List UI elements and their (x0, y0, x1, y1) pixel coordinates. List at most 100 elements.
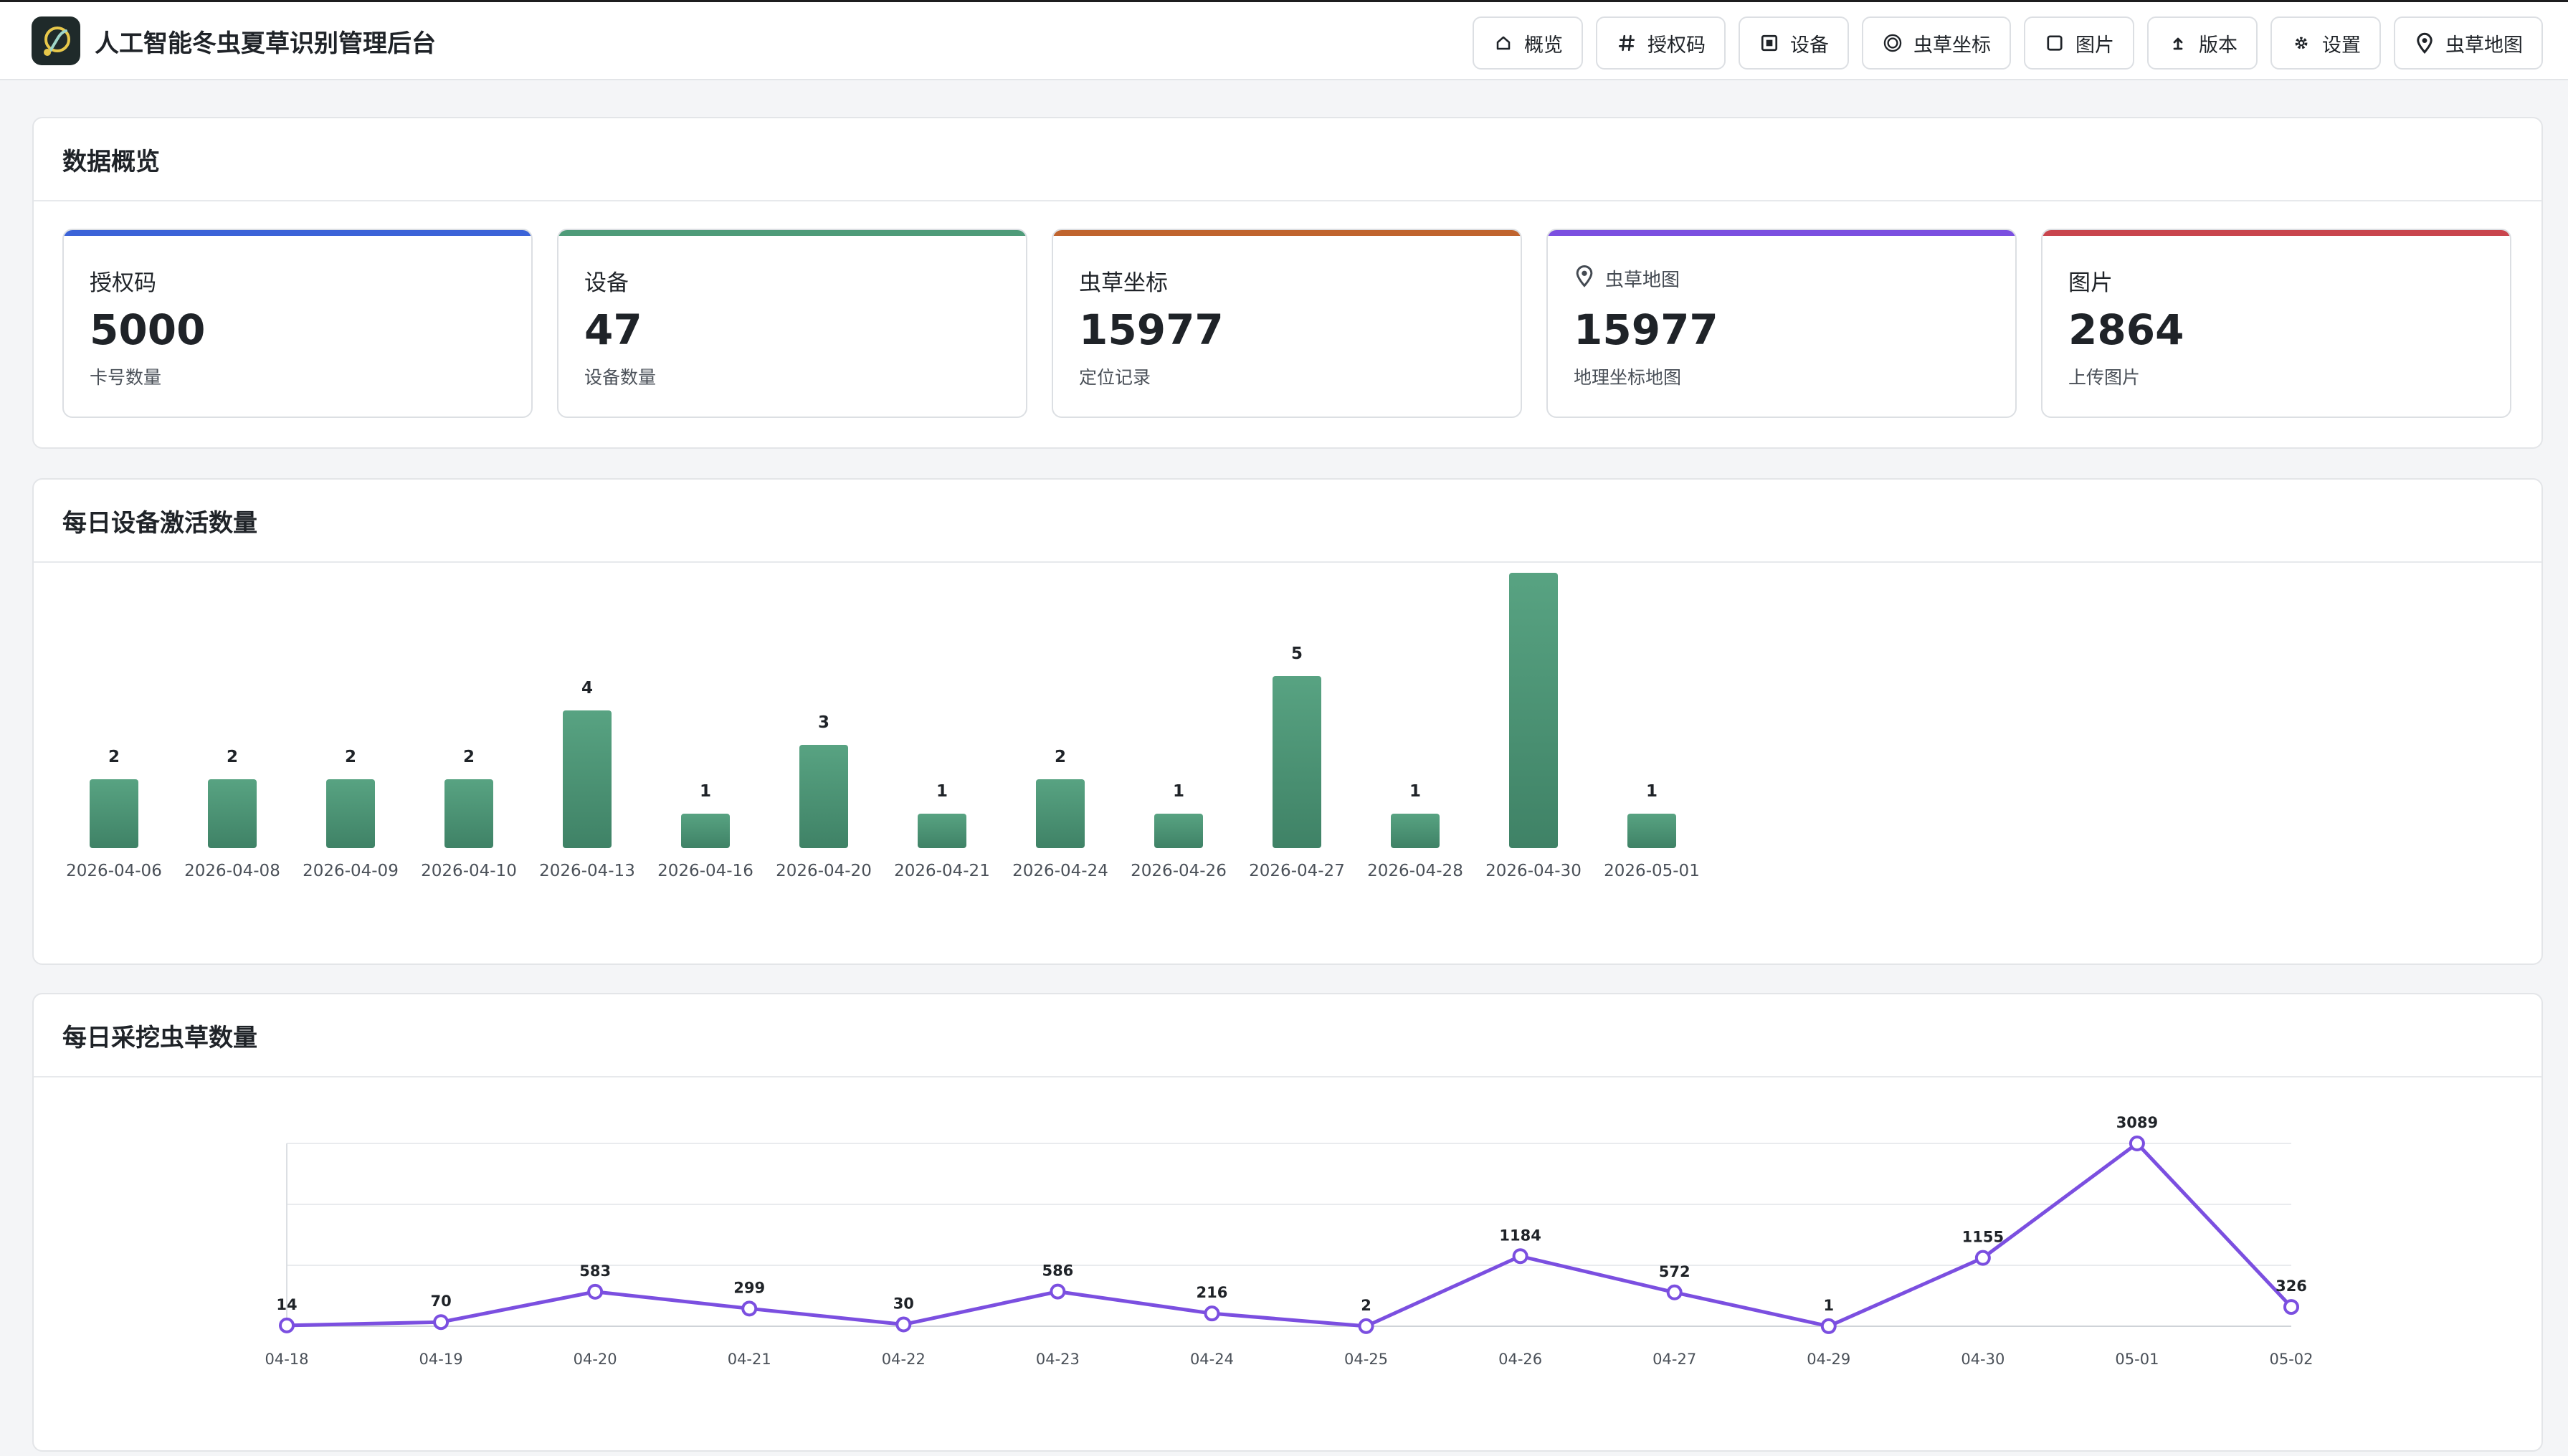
card-accent-bar (1548, 230, 2015, 236)
bar[interactable] (444, 779, 493, 848)
point-value-label: 30 (893, 1295, 914, 1313)
nav-images-label: 图片 (2075, 34, 2114, 57)
bar-value-label: 3 (818, 713, 829, 732)
bar[interactable] (1154, 814, 1203, 848)
point-value-label: 1 (1823, 1297, 1834, 1314)
x-tick-label: 2026-04-08 (184, 862, 280, 880)
x-tick-label: 04-24 (1190, 1351, 1234, 1368)
data-point[interactable] (2129, 1136, 2145, 1151)
bar[interactable] (1036, 779, 1085, 848)
nav-license-button[interactable]: 授权码 (1596, 16, 1726, 70)
bar[interactable] (918, 814, 966, 848)
data-point[interactable] (1974, 1250, 1991, 1266)
stat-card-images[interactable]: 图片 2864 上传图片 (2041, 229, 2511, 418)
data-point[interactable] (279, 1317, 295, 1333)
x-tick-label: 04-19 (419, 1351, 463, 1368)
overview-panel: 数据概览 授权码 5000 卡号数量 设备 47 设备数量 虫草坐标 15977… (32, 117, 2543, 449)
stat-card-device[interactable]: 设备 47 设备数量 (557, 229, 1027, 418)
nav-coordinates-label: 虫草坐标 (1913, 34, 1991, 57)
nav-overview-button[interactable]: 概览 (1473, 16, 1583, 70)
card-label: 设备 (584, 270, 629, 296)
x-tick-label: 2026-05-01 (1604, 862, 1700, 880)
gear-icon (2291, 32, 2312, 54)
bar[interactable] (799, 745, 848, 848)
data-point[interactable] (1666, 1284, 1683, 1300)
bar-value-label: 1 (1173, 782, 1184, 801)
stat-card-license[interactable]: 授权码 5000 卡号数量 (62, 229, 533, 418)
x-tick-label: 2026-04-06 (66, 862, 162, 880)
x-tick-label: 2026-04-24 (1012, 862, 1108, 880)
x-tick-label: 04-23 (1036, 1351, 1080, 1368)
bar-value-label: 1 (700, 782, 711, 801)
data-point[interactable] (1358, 1318, 1374, 1334)
bar[interactable] (563, 710, 612, 848)
x-tick-label: 2026-04-30 (1485, 862, 1582, 880)
map-pin-icon (2414, 32, 2435, 54)
nav-coordinates-button[interactable]: 虫草坐标 (1862, 16, 2011, 70)
bar[interactable] (1391, 814, 1440, 848)
card-label: 虫草坐标 (1079, 270, 1168, 296)
data-point[interactable] (1820, 1318, 1837, 1334)
x-tick-label: 04-20 (574, 1351, 617, 1368)
nav-images-button[interactable]: 图片 (2024, 16, 2134, 70)
card-sub: 定位记录 (1079, 367, 1151, 388)
data-point[interactable] (587, 1283, 604, 1300)
data-point[interactable] (433, 1314, 450, 1331)
data-point[interactable] (1204, 1305, 1220, 1322)
data-point[interactable] (741, 1300, 758, 1317)
bar[interactable] (90, 779, 138, 848)
nav-settings-label: 设置 (2322, 34, 2361, 57)
card-sub: 上传图片 (2068, 367, 2141, 388)
point-value-label: 3089 (2116, 1114, 2158, 1131)
point-value-label: 583 (579, 1262, 611, 1280)
data-point[interactable] (1050, 1283, 1066, 1300)
stat-card-coordinates[interactable]: 虫草坐标 15977 定位记录 (1052, 229, 1522, 418)
x-tick-label: 04-26 (1498, 1351, 1542, 1368)
x-tick-label: 04-18 (265, 1351, 308, 1368)
target-icon (1882, 32, 1903, 54)
bar[interactable] (326, 779, 375, 848)
top-bar: 人工智能冬虫夏草识别管理后台 概览 授权码 设备 虫草坐标 (0, 0, 2568, 80)
bar-value-label: 1 (1646, 782, 1658, 801)
device-icon (1759, 32, 1780, 54)
x-tick-label: 2026-04-26 (1131, 862, 1227, 880)
data-point[interactable] (1512, 1248, 1528, 1265)
point-value-label: 216 (1197, 1284, 1228, 1301)
nav-device-button[interactable]: 设备 (1739, 16, 1849, 70)
activation-bar-chart: 2 2026-04-06 2 2026-04-08 2 2026-04-09 2 2026-0… (66, 573, 1700, 880)
home-icon (1493, 32, 1514, 54)
bar-value-label: 2 (463, 748, 475, 766)
card-label: 授权码 (90, 270, 156, 296)
x-tick-label: 2026-04-13 (539, 862, 635, 880)
x-tick-label: 2026-04-16 (657, 862, 753, 880)
bar[interactable] (1627, 814, 1676, 848)
point-value-label: 299 (733, 1279, 765, 1296)
bar-value-label: 2 (345, 748, 356, 766)
nav-overview-label: 概览 (1524, 34, 1563, 57)
bar[interactable] (1273, 676, 1321, 848)
card-accent-bar (2042, 230, 2510, 236)
point-value-label: 70 (430, 1293, 451, 1310)
nav-settings-button[interactable]: 设置 (2270, 16, 2381, 70)
stat-cards: 授权码 5000 卡号数量 设备 47 设备数量 虫草坐标 15977 定位记录… (62, 229, 2511, 418)
bar-value-label: 5 (1291, 644, 1303, 663)
bar-value-label: 2 (108, 748, 120, 766)
x-tick-label: 2026-04-20 (776, 862, 872, 880)
x-tick-label: 04-21 (728, 1351, 771, 1368)
stat-card-map[interactable]: 虫草地图 15977 地理坐标地图 (1546, 229, 2017, 418)
data-point[interactable] (2283, 1299, 2299, 1315)
card-value: 5000 (90, 305, 206, 354)
bar[interactable] (681, 814, 730, 848)
upload-icon (2167, 32, 2189, 54)
card-sub: 设备数量 (584, 367, 657, 388)
data-point[interactable] (895, 1316, 912, 1333)
card-label: 图片 (2068, 270, 2113, 296)
bar[interactable] (1509, 573, 1558, 848)
card-accent-bar (64, 230, 531, 236)
image-icon (2044, 32, 2065, 54)
harvest-title: 每日采挖虫草数量 (34, 994, 2541, 1077)
bar[interactable] (208, 779, 257, 848)
nav-map-button[interactable]: 虫草地图 (2394, 16, 2543, 70)
x-tick-label: 04-29 (1807, 1351, 1850, 1368)
nav-version-button[interactable]: 版本 (2147, 16, 2258, 70)
